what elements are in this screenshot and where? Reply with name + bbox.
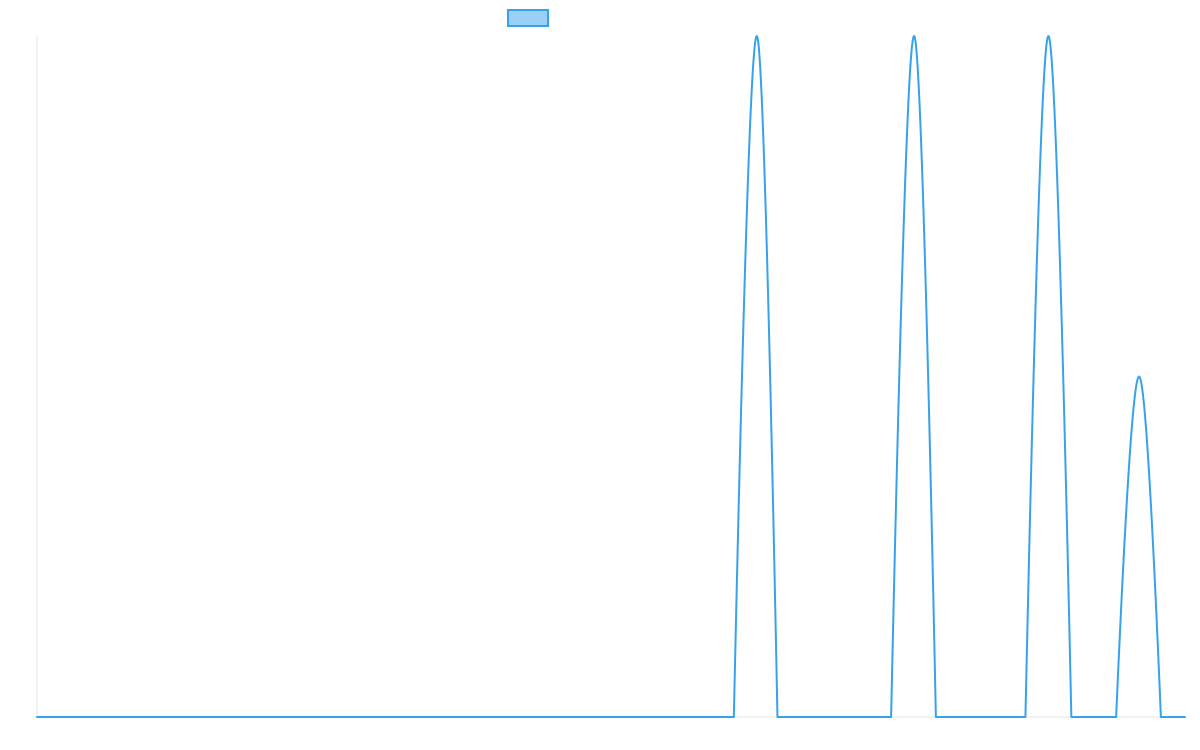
legend-swatch[interactable]: [507, 9, 549, 27]
series-line-0: [36, 35, 1186, 718]
series-layer: [36, 35, 1186, 718]
legend: [507, 9, 549, 27]
